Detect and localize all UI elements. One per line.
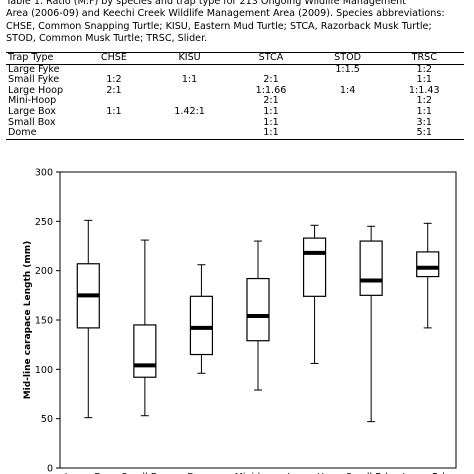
box-small-box <box>133 239 157 417</box>
y-tick-label: 300 <box>35 168 53 179</box>
chart-axes: 0 50 100 150 200 250 300 Large Box Small Box Dome… <box>35 168 457 474</box>
box-small-fyke <box>359 225 383 423</box>
header-stca: STCA <box>258 52 284 63</box>
table-cell: 1:1 <box>263 105 279 117</box>
table-cell: 1:1.5 <box>335 63 360 75</box>
x-tick-label: Large Hoop <box>287 472 342 474</box>
box-large-box <box>76 219 100 419</box>
table-cell: 1:1.43 <box>408 84 440 96</box>
x-tick-label: Small Fyke <box>346 472 397 474</box>
y-tick-label: 250 <box>35 217 53 228</box>
sex-ratio-table: Trap Type CHSE KISU STCA STOD TRSC Large… <box>6 52 464 140</box>
table-cell: Mini-Hoop <box>8 95 57 107</box>
iqr-box <box>189 295 214 356</box>
table-cell: 1:1.66 <box>255 84 287 96</box>
box-large-hoop <box>302 224 327 364</box>
x-tick-label: Small Box <box>121 472 168 474</box>
table-cell: Large Fyke <box>8 63 60 75</box>
table-cell: 1:1 <box>263 127 279 139</box>
box-series <box>76 219 440 423</box>
caption-line: STOD, Common Musk Turtle; TRSC, Slider. <box>6 33 208 45</box>
table-cell: 1:4 <box>339 84 356 96</box>
table-cell: 1:2 <box>106 74 122 86</box>
table-cell: 1:2 <box>416 63 432 75</box>
table-cell: 2:1 <box>263 74 279 86</box>
table-row: Dome 1:1 5:1 <box>6 127 464 140</box>
header-stod: STOD <box>334 52 362 63</box>
y-tick-label: 0 <box>47 464 53 474</box>
iqr-box <box>416 251 440 278</box>
table-cell: 1:1 <box>416 105 432 117</box>
y-tick-label: 100 <box>35 365 53 376</box>
table-row: Large Fyke 1:1.5 1:2 <box>6 64 464 75</box>
caption-line: Table 1. Ratio (M:F) by species and trap… <box>6 0 406 7</box>
header-trap-type: Trap Type <box>8 52 54 63</box>
table-cell: Small Fyke <box>8 74 60 86</box>
table-cell: 3:1 <box>416 116 432 128</box>
x-tick-label: Large Box <box>65 472 113 474</box>
table-row: Mini-Hoop 2:1 1:2 <box>6 96 464 107</box>
caption-line: Area (2006-09) and Keechi Creek Wildlife… <box>6 8 445 20</box>
table-caption: Table 1. Ratio (M:F) by species and trap… <box>6 0 472 46</box>
box-large-fyke <box>416 222 440 329</box>
table-cell: 1:1 <box>416 74 432 86</box>
iqr-box <box>133 324 157 378</box>
header-trsc: TRSC <box>411 52 437 63</box>
iqr-box <box>359 240 383 296</box>
y-tick-label: 50 <box>41 414 53 425</box>
y-tick-label: 200 <box>35 266 53 277</box>
box-mini-hoop <box>246 240 270 391</box>
table-cell: 2:1 <box>106 84 122 96</box>
table-cell: 5:1 <box>416 127 432 139</box>
table-cell: 2:1 <box>263 95 279 107</box>
table-cell: 1.42:1 <box>174 105 205 117</box>
table-cell: 1:1 <box>263 116 279 128</box>
table-header-row: Trap Type CHSE KISU STCA STOD TRSC <box>6 52 464 65</box>
table-row: Small Box 1:1 3:1 <box>6 116 464 129</box>
header-kisu: KISU <box>178 52 201 63</box>
y-axis-label: Mid-line carapace Length (mm) <box>23 241 33 400</box>
header-chse: CHSE <box>100 52 127 63</box>
caption-line: CHSE, Common Snapping Turtle; KISU, East… <box>6 20 432 32</box>
y-tick-label: 150 <box>35 316 53 327</box>
table-cell: 1:1 <box>181 74 198 86</box>
table-cell: Large Box <box>8 105 56 117</box>
table-row: Small Fyke 1:2 1:1 2:1 1:1 <box>6 75 464 86</box>
table-row: Large Box 1:1 1.42:1 1:1 1:1 <box>6 105 464 118</box>
iqr-box <box>246 277 270 342</box>
table-cell: Dome <box>8 127 37 139</box>
table-cell: Small Box <box>8 116 56 128</box>
table-cell: 1:1 <box>106 105 122 117</box>
x-tick-label: Dome <box>187 472 215 474</box>
box-dome <box>189 264 214 374</box>
x-tick-label: Large Fyke <box>402 472 453 474</box>
table-cell: 1:2 <box>416 95 432 107</box>
iqr-box <box>302 237 327 297</box>
table-row: Large Hoop 2:1 1:1.66 1:4 1:1.43 <box>6 84 464 97</box>
x-tick-label: Mini-hoop <box>235 472 282 474</box>
table-cell: Large Hoop <box>8 84 64 96</box>
